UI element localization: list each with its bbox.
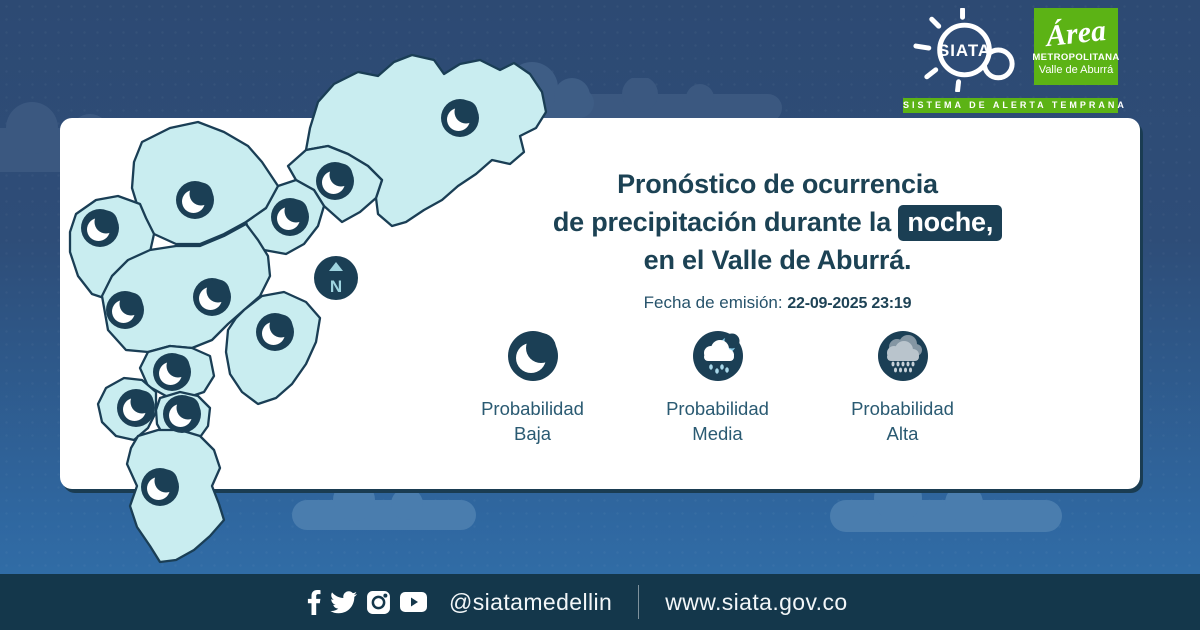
cloud-heavy-rain-icon bbox=[877, 331, 928, 381]
legend-item-alta: Probabilidad Alta bbox=[820, 330, 985, 447]
brand-header: SIATA Área METROPOLITANA Valle de Aburrá… bbox=[903, 8, 1124, 113]
footer-divider bbox=[638, 585, 640, 619]
legend-label-line2: Baja bbox=[513, 422, 552, 444]
area-logo-script: Área bbox=[1044, 13, 1108, 54]
siata-tagline: SISTEMA DE ALERTA TEMPRANA bbox=[903, 98, 1124, 113]
emission-value: 22-09-2025 23:19 bbox=[787, 295, 912, 312]
social-icons bbox=[307, 589, 427, 615]
youtube-icon[interactable] bbox=[400, 592, 427, 612]
website-link[interactable]: www.siata.gov.co bbox=[665, 588, 848, 615]
legend-item-media: Probabilidad Media bbox=[635, 330, 800, 447]
background-cloud-bottom-left bbox=[292, 484, 476, 530]
legend-label-line1: Probabilidad bbox=[851, 398, 954, 419]
title-line-2: de precipitación durante la noche, bbox=[540, 203, 1015, 241]
title-line-1: Pronóstico de ocurrencia bbox=[617, 169, 938, 199]
cloud-rain-moon-icon bbox=[692, 331, 743, 381]
probability-legend: Probabilidad Baja bbox=[450, 330, 985, 447]
footer-bar: @siatamedellin www.siata.gov.co bbox=[0, 574, 1200, 630]
highlight-noche: noche, bbox=[898, 205, 1003, 241]
facebook-icon[interactable] bbox=[307, 589, 321, 615]
legend-label-line1: Probabilidad bbox=[666, 398, 769, 419]
instagram-icon[interactable] bbox=[366, 590, 391, 615]
forecast-headline: Pronóstico de ocurrencia de precipitació… bbox=[540, 165, 1015, 313]
twitter-icon[interactable] bbox=[330, 590, 357, 614]
siata-logo-text: SIATA bbox=[938, 41, 991, 60]
legend-label-line2: Media bbox=[692, 422, 743, 444]
social-handle[interactable]: @siatamedellin bbox=[449, 588, 613, 615]
siata-logo: SIATA bbox=[913, 8, 1015, 92]
legend-item-baja: Probabilidad Baja bbox=[450, 330, 615, 447]
moon-icon bbox=[507, 331, 558, 381]
legend-label-line2: Alta bbox=[886, 422, 919, 444]
area-metropolitana-logo: Área METROPOLITANA Valle de Aburrá bbox=[1032, 8, 1120, 85]
background-cloud-behind-map bbox=[486, 62, 594, 118]
background-cloud-bottom-right bbox=[830, 478, 1062, 532]
background-cloud-top-center bbox=[568, 78, 782, 122]
area-logo-valle: Valle de Aburrá bbox=[1038, 64, 1114, 76]
title-line-3: en el Valle de Aburrá. bbox=[643, 245, 912, 275]
legend-label-line1: Probabilidad bbox=[481, 398, 584, 419]
area-logo-metropolitana: METROPOLITANA bbox=[1032, 52, 1120, 63]
emission-label: Fecha de emisión: bbox=[643, 293, 783, 312]
emission-date: Fecha de emisión: 22-09-2025 23:19 bbox=[540, 293, 1015, 313]
